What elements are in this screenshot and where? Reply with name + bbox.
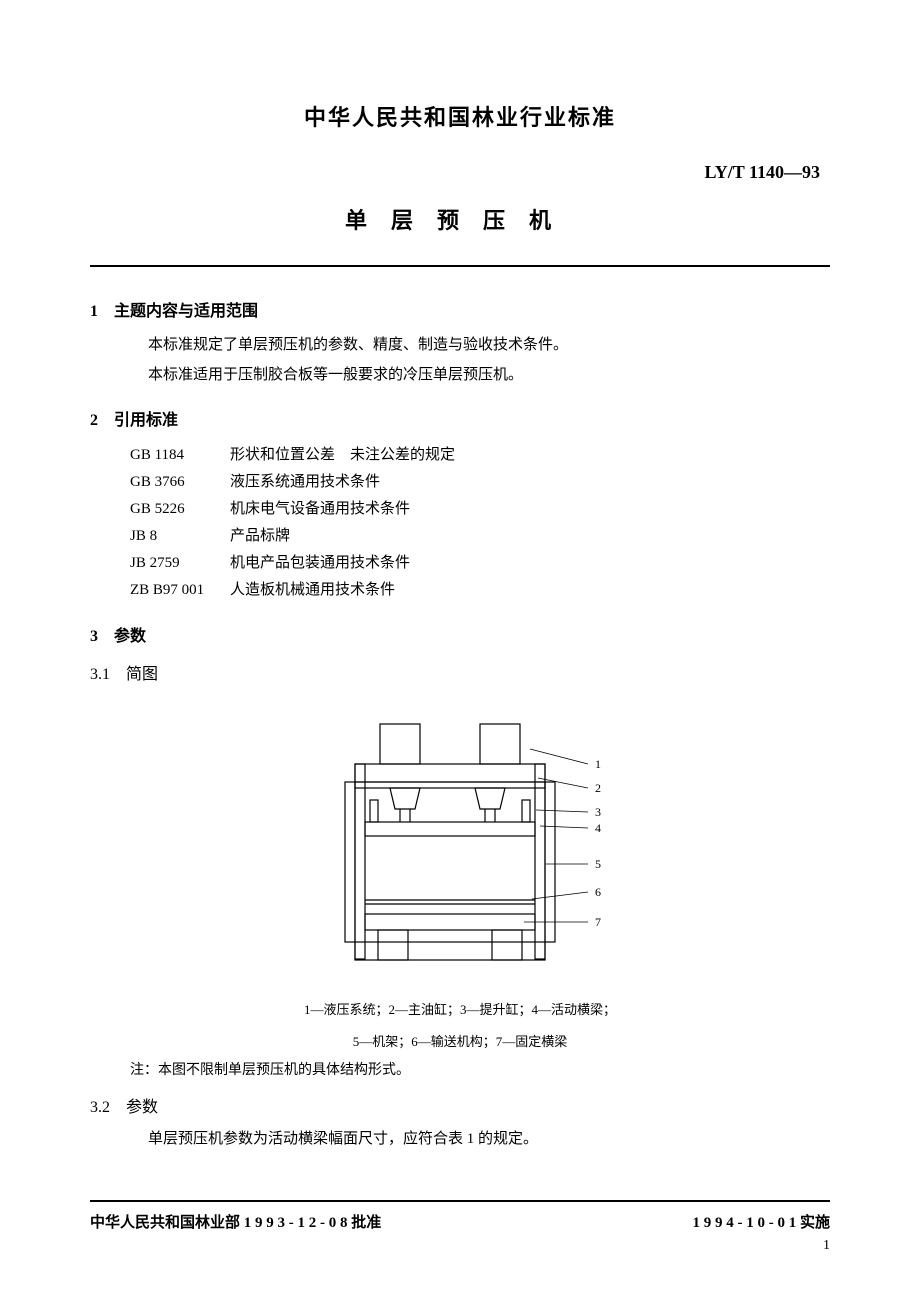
- figure-diagram: 1 2 3 4 5 6 7: [90, 704, 830, 989]
- ref-title: 机床电气设备通用技术条件: [230, 496, 410, 523]
- section-1-heading: 1 主题内容与适用范围: [90, 297, 830, 321]
- ref-code: GB 1184: [130, 442, 230, 469]
- ref-item: ZB B97 001 人造板机械通用技术条件: [130, 577, 830, 604]
- title-rule: [90, 265, 830, 267]
- section-3-2-p: 单层预压机参数为活动横梁幅面尺寸，应符合表 1 的规定。: [118, 1127, 830, 1153]
- section-3-2-heading: 3.2 参数: [90, 1093, 830, 1117]
- callout-label: 3: [595, 805, 601, 819]
- footer-approval: 中华人民共和国林业部 1 9 9 3 - 1 2 - 0 8 批准: [90, 1211, 381, 1232]
- section-1-p1: 本标准规定了单层预压机的参数、精度、制造与验收技术条件。: [118, 333, 830, 359]
- footer-implementation: 1 9 9 4 - 1 0 - 0 1 实施: [693, 1211, 831, 1232]
- callout-label: 4: [595, 821, 601, 835]
- page-number: 1: [823, 1238, 830, 1254]
- footer-rule: [90, 1200, 830, 1202]
- section-1-p2: 本标准适用于压制胶合板等一般要求的冷压单层预压机。: [118, 363, 830, 389]
- callout-label: 2: [595, 781, 601, 795]
- ref-item: GB 1184 形状和位置公差 未注公差的规定: [130, 442, 830, 469]
- press-machine-diagram: 1 2 3 4 5 6 7: [300, 704, 620, 984]
- ref-item: GB 5226 机床电气设备通用技术条件: [130, 496, 830, 523]
- callout-label: 5: [595, 857, 601, 871]
- figure-caption-line2: 5—机架；6—输送机构；7—固定横梁: [90, 1031, 830, 1053]
- ref-item: GB 3766 液压系统通用技术条件: [130, 469, 830, 496]
- callout-label: 6: [595, 885, 601, 899]
- section-2-heading: 2 引用标准: [90, 406, 830, 430]
- ref-code: GB 5226: [130, 496, 230, 523]
- figure-caption-line1: 1—液压系统；2—主油缸；3—提升缸；4—活动横梁；: [90, 999, 830, 1021]
- org-title: 中华人民共和国林业行业标准: [90, 100, 830, 132]
- reference-list: GB 1184 形状和位置公差 未注公差的规定 GB 3766 液压系统通用技术…: [130, 442, 830, 604]
- section-3-heading: 3 参数: [90, 622, 830, 646]
- section-3-1-heading: 3.1 简图: [90, 660, 830, 684]
- ref-title: 产品标牌: [230, 523, 290, 550]
- ref-title: 液压系统通用技术条件: [230, 469, 380, 496]
- callout-label: 7: [595, 915, 601, 929]
- ref-code: JB 8: [130, 523, 230, 550]
- ref-item: JB 2759 机电产品包装通用技术条件: [130, 550, 830, 577]
- ref-title: 形状和位置公差 未注公差的规定: [230, 442, 455, 469]
- callout-label: 1: [595, 757, 601, 771]
- ref-code: JB 2759: [130, 550, 230, 577]
- ref-title: 机电产品包装通用技术条件: [230, 550, 410, 577]
- ref-item: JB 8 产品标牌: [130, 523, 830, 550]
- figure-note: 注：本图不限制单层预压机的具体结构形式。: [130, 1059, 830, 1079]
- doc-title: 单层预压机: [90, 203, 830, 235]
- standard-code: LY/T 1140—93: [90, 162, 830, 183]
- ref-code: ZB B97 001: [130, 577, 230, 604]
- ref-title: 人造板机械通用技术条件: [230, 577, 395, 604]
- ref-code: GB 3766: [130, 469, 230, 496]
